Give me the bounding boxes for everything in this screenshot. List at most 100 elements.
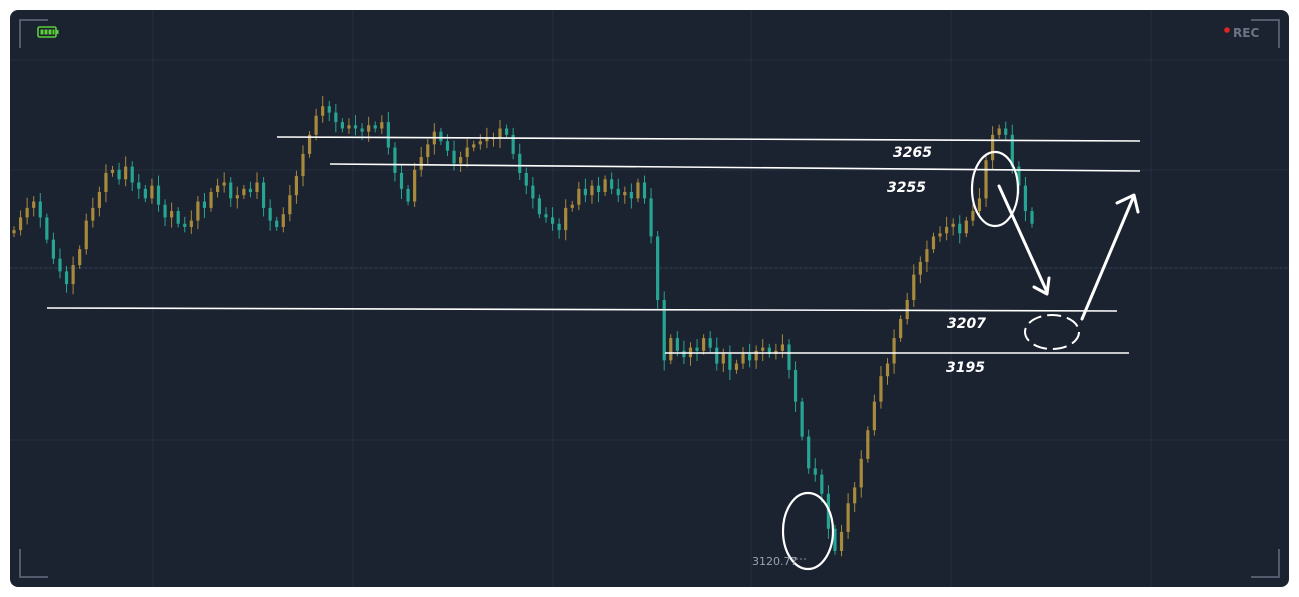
candle-body bbox=[130, 166, 134, 183]
candle-body bbox=[958, 223, 962, 234]
candle-body bbox=[537, 198, 542, 215]
candle-body bbox=[905, 300, 909, 320]
candle-body bbox=[964, 220, 968, 234]
candle-body bbox=[669, 338, 673, 361]
candle-body bbox=[728, 354, 732, 370]
level-label-3207: 3207 bbox=[947, 316, 986, 332]
candle-body bbox=[110, 169, 115, 173]
candle-body bbox=[675, 338, 679, 351]
candle-body bbox=[32, 201, 36, 208]
candle-body bbox=[445, 141, 450, 151]
candle-body bbox=[18, 217, 23, 231]
candle-body bbox=[216, 185, 220, 192]
down-arrow-shaft bbox=[997, 184, 1049, 294]
candle-body bbox=[459, 157, 463, 164]
level-label-3195: 3195 bbox=[946, 360, 985, 376]
candle-body bbox=[465, 147, 469, 158]
level-label-3255: 3255 bbox=[887, 180, 926, 196]
candle-body bbox=[406, 188, 410, 202]
candle-body bbox=[557, 223, 561, 231]
candle-body bbox=[656, 236, 660, 300]
candle-body bbox=[373, 125, 377, 129]
candle-body bbox=[820, 474, 824, 494]
battery-icon bbox=[37, 26, 59, 38]
candle-body bbox=[767, 347, 771, 354]
candle-body bbox=[78, 249, 82, 266]
candle-body bbox=[872, 401, 876, 431]
up-arrow-shaft bbox=[1080, 196, 1135, 321]
candle-body bbox=[327, 106, 331, 113]
candle-body bbox=[1030, 211, 1034, 224]
low-price-label: 3120.77 bbox=[752, 555, 798, 568]
candle-body bbox=[367, 125, 371, 132]
candle-body bbox=[564, 207, 568, 231]
candle-body bbox=[577, 188, 581, 205]
candle-body bbox=[951, 223, 955, 227]
candle-body bbox=[294, 176, 299, 196]
candle-body bbox=[518, 153, 522, 173]
rec-label: REC bbox=[1233, 26, 1259, 40]
candle-body bbox=[570, 204, 574, 208]
candle-body bbox=[170, 211, 174, 218]
candle-body bbox=[143, 188, 147, 199]
up-arrow-head-icon bbox=[1115, 193, 1140, 214]
candle-body bbox=[1023, 185, 1028, 212]
candle-body bbox=[25, 207, 29, 218]
candle-body bbox=[45, 217, 49, 240]
candle-body bbox=[997, 128, 1001, 135]
candle-body bbox=[787, 344, 791, 370]
candle-body bbox=[761, 347, 765, 351]
candle-body bbox=[780, 344, 785, 351]
candle-body bbox=[1017, 166, 1021, 186]
target-zone-annotation bbox=[1024, 314, 1080, 350]
candle-body bbox=[202, 201, 207, 208]
candle-body bbox=[918, 261, 922, 275]
candle-body bbox=[137, 182, 141, 189]
candle-body bbox=[800, 401, 804, 437]
candle-body bbox=[347, 125, 351, 129]
candle-body bbox=[248, 188, 253, 192]
candle-body bbox=[38, 201, 42, 218]
candlestick-chart: REC 3265 3255 3207 3195 3120.77 bbox=[10, 10, 1289, 587]
candle-body bbox=[984, 160, 988, 199]
candle-body bbox=[610, 179, 614, 189]
candle-body bbox=[380, 122, 384, 129]
candle-body bbox=[636, 182, 640, 199]
candle-body bbox=[124, 166, 128, 180]
candle-body bbox=[12, 230, 16, 234]
candle-body bbox=[196, 201, 200, 221]
candle-body bbox=[321, 106, 325, 116]
candle-body bbox=[662, 300, 666, 361]
candle-body bbox=[741, 354, 745, 364]
candle-body bbox=[399, 172, 404, 189]
candle-body bbox=[255, 182, 259, 192]
level-line-3207 bbox=[46, 307, 1118, 312]
candle-body bbox=[596, 185, 601, 192]
candle-body bbox=[866, 430, 870, 459]
candle-body bbox=[846, 503, 850, 532]
candle-body bbox=[853, 487, 857, 504]
grid bbox=[10, 10, 1289, 587]
candle-body bbox=[222, 182, 226, 186]
candle-body bbox=[268, 207, 272, 221]
candle-body bbox=[163, 204, 167, 218]
candle-body bbox=[209, 192, 213, 208]
candle-body bbox=[945, 226, 949, 234]
candle-body bbox=[793, 369, 798, 402]
candle-body bbox=[176, 211, 180, 224]
candle-body bbox=[721, 354, 725, 364]
candle-body bbox=[189, 220, 193, 227]
level-line-3255 bbox=[329, 163, 1141, 172]
candle-body bbox=[925, 249, 929, 262]
candle-body bbox=[281, 214, 285, 227]
candle-body bbox=[623, 192, 627, 196]
candle-body bbox=[734, 363, 739, 370]
candle-body bbox=[235, 195, 239, 199]
candle-body bbox=[314, 115, 318, 135]
candle-body bbox=[156, 185, 161, 205]
candle-body bbox=[544, 214, 548, 218]
candle-body bbox=[419, 157, 423, 170]
candle-body bbox=[261, 182, 266, 208]
candle-body bbox=[183, 223, 187, 227]
candle-body bbox=[695, 347, 699, 351]
